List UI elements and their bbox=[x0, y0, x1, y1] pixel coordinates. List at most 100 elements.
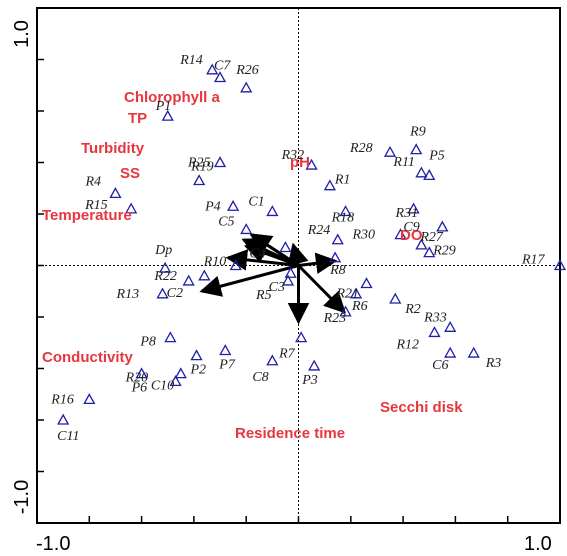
sample-point-r8 bbox=[329, 251, 342, 263]
sample-label-r17: R17 bbox=[521, 253, 546, 268]
sample-point-r33 bbox=[444, 320, 457, 332]
sample-label-r4: R4 bbox=[84, 174, 101, 189]
sample-label-r8: R8 bbox=[329, 263, 346, 278]
sample-label-c5: C5 bbox=[218, 214, 234, 229]
sample-label-r6: R6 bbox=[351, 299, 368, 314]
vector-do bbox=[298, 252, 338, 274]
sample-label-r20: R20 bbox=[125, 370, 149, 385]
sample-label-c10: C10 bbox=[151, 379, 174, 394]
sample-label-p4: P4 bbox=[204, 199, 221, 214]
sample-label-p1: P1 bbox=[155, 99, 172, 114]
sample-label-c6: C6 bbox=[432, 358, 448, 373]
sample-label-c7: C7 bbox=[214, 59, 231, 74]
labels: -1.0 1.0 -1.0 1.0 Chlorophyll a TP Turbidity SS… bbox=[11, 20, 552, 555]
sample-label-p7: P7 bbox=[218, 357, 236, 372]
sample-point-c10 bbox=[174, 367, 187, 379]
sample-label-r18: R18 bbox=[331, 210, 355, 225]
sample-label-r29: R29 bbox=[432, 244, 456, 259]
sample-point-c8 bbox=[266, 354, 279, 366]
sample-point-r23 bbox=[339, 305, 352, 317]
sample-label-p6: P6 bbox=[131, 381, 148, 396]
sample-label-r11: R11 bbox=[392, 155, 415, 170]
sample-points bbox=[57, 63, 567, 425]
vector-label-chlorophyll-a: Chlorophyll a bbox=[124, 89, 220, 106]
sample-point-p1 bbox=[161, 109, 174, 121]
sample-point-p3 bbox=[308, 359, 321, 371]
vector-secchi-disk bbox=[297, 264, 346, 314]
sample-label-r10: R10 bbox=[203, 255, 227, 270]
sample-point-p8 bbox=[164, 331, 177, 343]
vector-label-turbidity: Turbidity bbox=[81, 140, 145, 157]
sample-label-r21: R21 bbox=[335, 287, 359, 302]
sample-point-r31 bbox=[407, 202, 420, 214]
sample-point-r10 bbox=[229, 259, 242, 271]
sample-point-r18 bbox=[339, 205, 352, 217]
sample-label-r30: R30 bbox=[351, 228, 375, 243]
vector-label-secchi-disk: Secchi disk bbox=[380, 399, 463, 416]
sample-point-c4 bbox=[279, 241, 292, 253]
vector-conductivity bbox=[199, 264, 299, 297]
sample-point-r20 bbox=[169, 375, 182, 387]
sample-point-r15 bbox=[125, 202, 138, 214]
sample-point-c11 bbox=[57, 413, 70, 425]
sample-label-r33: R33 bbox=[423, 310, 447, 325]
sample-point-r19 bbox=[193, 174, 206, 186]
sample-point-r2 bbox=[389, 292, 402, 304]
y-tick-label: -1.0 bbox=[11, 480, 33, 514]
sample-label-c2: C2 bbox=[167, 286, 183, 301]
sample-point-r29 bbox=[423, 246, 436, 258]
sample-point-r5 bbox=[281, 274, 295, 286]
sample-label-r3: R3 bbox=[485, 356, 502, 371]
sample-point-r7 bbox=[295, 331, 308, 343]
sample-label-r22: R22 bbox=[153, 269, 177, 284]
sample-point-r21 bbox=[360, 277, 373, 289]
sample-label-r23: R23 bbox=[323, 311, 347, 326]
y-tick-label: 1.0 bbox=[11, 20, 33, 48]
sample-point-r22 bbox=[198, 269, 211, 281]
sample-point-dp bbox=[159, 261, 172, 273]
sample-point-c7 bbox=[213, 71, 227, 83]
sample-label-r1: R1 bbox=[334, 173, 351, 188]
vector-label-do: DO bbox=[400, 227, 423, 244]
sample-point-r14 bbox=[206, 63, 219, 75]
sample-label-r28: R28 bbox=[349, 141, 373, 156]
sample-point-r27 bbox=[436, 220, 449, 232]
sample-label-p5: P5 bbox=[428, 148, 445, 163]
sample-point-p6 bbox=[135, 367, 148, 379]
sample-point-r16 bbox=[83, 393, 96, 405]
sample-point-c3 bbox=[284, 266, 297, 278]
sample-point-r1 bbox=[323, 179, 336, 191]
sample-label-r24: R24 bbox=[307, 223, 331, 238]
sample-point-r28 bbox=[383, 145, 397, 157]
sample-label-r19: R19 bbox=[190, 160, 214, 175]
vector-temperature bbox=[225, 249, 299, 271]
sample-point-p5 bbox=[423, 169, 436, 181]
sample-label-c9: C9 bbox=[403, 220, 419, 235]
sample-point-r32 bbox=[305, 158, 318, 170]
sample-label-c8: C8 bbox=[252, 370, 268, 385]
sample-point-r25 bbox=[213, 156, 227, 168]
sample-point-r30 bbox=[394, 228, 407, 240]
sample-point-r24 bbox=[331, 233, 344, 245]
sample-label-c11: C11 bbox=[57, 429, 79, 444]
vector-label-tp: TP bbox=[128, 110, 147, 127]
sample-label-r26: R26 bbox=[235, 63, 259, 78]
sample-point-c1 bbox=[266, 205, 279, 217]
sample-point-r17 bbox=[553, 259, 567, 271]
sample-label-r9: R9 bbox=[409, 125, 426, 140]
x-tick-label: 1.0 bbox=[524, 533, 552, 555]
sample-label-r16: R16 bbox=[50, 392, 74, 407]
sample-label-r7: R7 bbox=[278, 347, 296, 362]
sample-label-r2: R2 bbox=[404, 302, 421, 317]
sample-point-c9 bbox=[415, 238, 428, 250]
vector-label-ss: SS bbox=[120, 165, 140, 182]
sample-label-r14: R14 bbox=[179, 53, 203, 68]
environmental-vectors bbox=[199, 233, 346, 325]
sample-point-c2 bbox=[182, 274, 195, 286]
sample-label-r13: R13 bbox=[116, 287, 140, 302]
sample-point-r3 bbox=[467, 346, 480, 358]
sample-point-r26 bbox=[240, 81, 253, 93]
sample-label-p3: P3 bbox=[301, 373, 318, 388]
sample-point-r4 bbox=[109, 187, 122, 199]
